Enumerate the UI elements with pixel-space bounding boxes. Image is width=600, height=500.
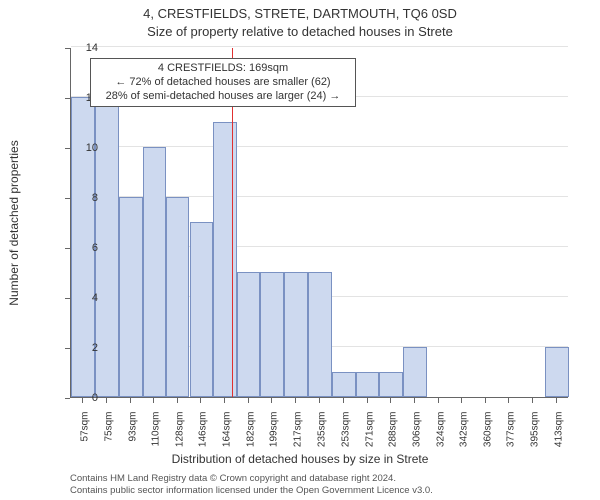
y-tick-mark [65,198,70,199]
y-tick-mark [65,348,70,349]
histogram-bar [143,147,166,397]
y-tick-label: 4 [74,292,98,304]
x-tick-mark [343,398,344,403]
x-tick-mark [153,398,154,403]
y-tick-label: 14 [74,42,98,54]
chart-subtitle: Size of property relative to detached ho… [0,24,600,39]
x-axis-label: Distribution of detached houses by size … [0,452,600,466]
histogram-bar [356,372,379,397]
histogram-bar [166,197,190,397]
histogram-bar [545,347,569,397]
y-tick-label: 0 [74,392,98,404]
x-tick-mark [438,398,439,403]
y-tick-mark [65,148,70,149]
y-tick-label: 8 [74,192,98,204]
y-tick-mark [65,248,70,249]
histogram-bar [332,372,356,397]
y-tick-label: 10 [74,142,98,154]
annotation-box: 4 CRESTFIELDS: 169sqm ← 72% of detached … [90,58,356,107]
x-tick-mark [271,398,272,403]
histogram-bar [379,372,403,397]
x-tick-mark [319,398,320,403]
histogram-bar [95,97,119,397]
footer-line-1: Contains HM Land Registry data © Crown c… [70,473,433,485]
chart-title: 4, CRESTFIELDS, STRETE, DARTMOUTH, TQ6 0… [0,6,600,21]
x-tick-mark [461,398,462,403]
gridline [71,46,568,47]
x-tick-mark [295,398,296,403]
histogram-bar [308,272,332,397]
annotation-line-3: 28% of semi-detached houses are larger (… [97,90,349,104]
x-tick-mark [532,398,533,403]
x-tick-mark [390,398,391,403]
y-tick-mark [65,398,70,399]
x-tick-mark [106,398,107,403]
x-tick-mark [130,398,131,403]
histogram-bar [213,122,237,397]
x-tick-mark [177,398,178,403]
histogram-bar [119,197,143,397]
x-tick-mark [224,398,225,403]
y-axis-label: Number of detached properties [7,140,21,305]
x-tick-mark [248,398,249,403]
x-tick-mark [508,398,509,403]
x-tick-mark [82,398,83,403]
x-tick-mark [367,398,368,403]
annotation-line-2: ← 72% of detached houses are smaller (62… [97,76,349,90]
y-tick-mark [65,48,70,49]
histogram-bar [237,272,260,397]
x-tick-mark [556,398,557,403]
y-tick-mark [65,298,70,299]
annotation-line-1: 4 CRESTFIELDS: 169sqm [97,62,349,76]
histogram-bar [260,272,284,397]
y-tick-label: 2 [74,342,98,354]
x-tick-mark [485,398,486,403]
footer-line-2: Contains public sector information licen… [70,485,433,497]
footer-attribution: Contains HM Land Registry data © Crown c… [70,473,433,497]
y-tick-mark [65,98,70,99]
histogram-bar [284,272,308,397]
histogram-bar [190,222,214,397]
x-tick-mark [200,398,201,403]
histogram-bar [403,347,427,397]
x-tick-mark [414,398,415,403]
histogram-chart: 4, CRESTFIELDS, STRETE, DARTMOUTH, TQ6 0… [0,0,600,500]
y-tick-label: 6 [74,242,98,254]
